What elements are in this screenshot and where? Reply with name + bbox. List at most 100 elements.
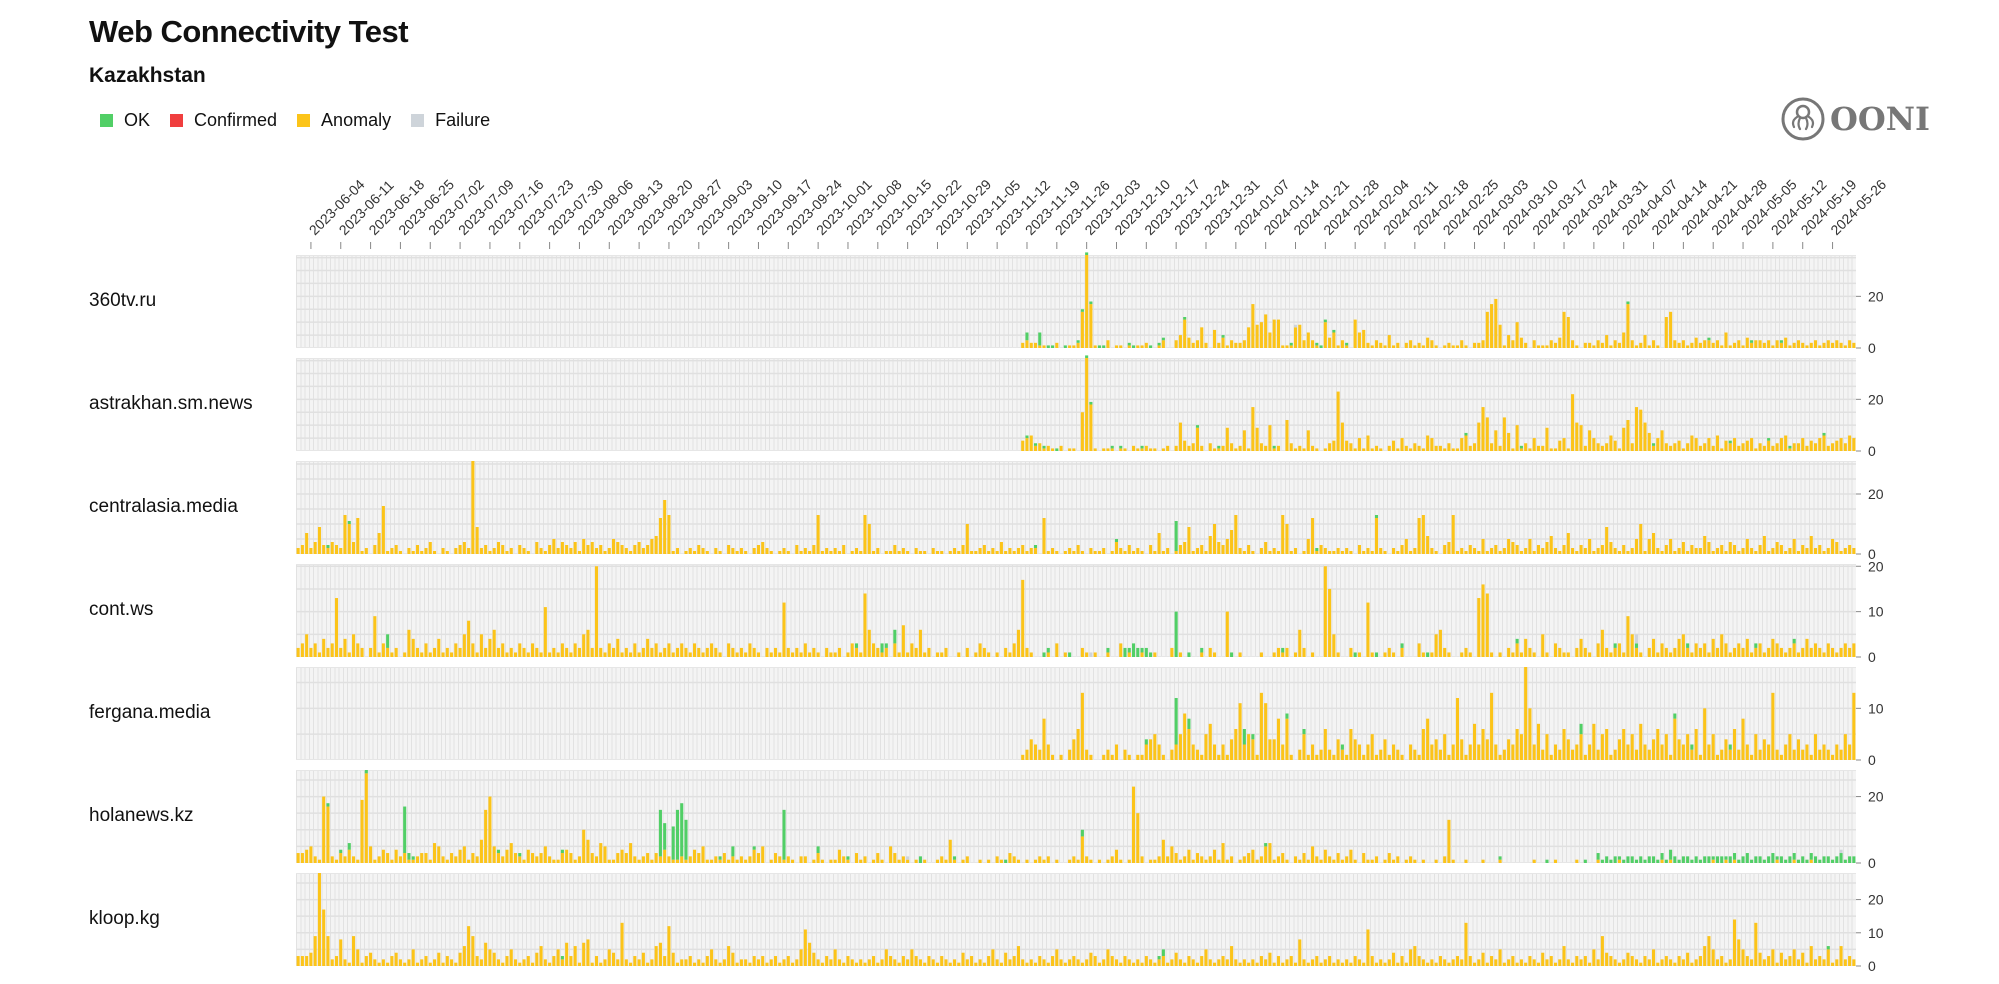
anomaly-bar[interactable]	[1720, 956, 1724, 966]
ok-bar[interactable]	[1767, 438, 1771, 441]
anomaly-bar[interactable]	[727, 643, 731, 657]
anomaly-bar[interactable]	[714, 548, 718, 554]
anomaly-bar[interactable]	[637, 652, 641, 657]
anomaly-bar[interactable]	[1392, 859, 1396, 863]
anomaly-bar[interactable]	[462, 946, 466, 966]
anomaly-bar[interactable]	[1792, 859, 1796, 863]
anomaly-bar[interactable]	[1251, 304, 1255, 348]
anomaly-bar[interactable]	[305, 956, 309, 966]
anomaly-bar[interactable]	[1443, 448, 1447, 451]
anomaly-bar[interactable]	[1387, 647, 1391, 657]
anomaly-bar[interactable]	[484, 647, 488, 657]
anomaly-bar[interactable]	[1490, 443, 1494, 451]
anomaly-bar[interactable]	[1545, 959, 1549, 966]
anomaly-bar[interactable]	[1605, 952, 1609, 966]
anomaly-bar[interactable]	[1592, 345, 1596, 348]
anomaly-bar[interactable]	[1123, 749, 1127, 760]
anomaly-bar[interactable]	[1311, 340, 1315, 348]
anomaly-bar[interactable]	[1132, 551, 1136, 554]
ok-bar[interactable]	[918, 856, 922, 863]
anomaly-bar[interactable]	[1140, 345, 1144, 348]
anomaly-bar[interactable]	[1276, 647, 1280, 657]
anomaly-bar[interactable]	[1652, 533, 1656, 554]
anomaly-bar[interactable]	[1494, 545, 1498, 554]
anomaly-bar[interactable]	[1472, 443, 1477, 451]
anomaly-bar[interactable]	[1345, 754, 1349, 760]
ok-bar[interactable]	[1835, 856, 1839, 863]
ok-bar[interactable]	[1340, 744, 1344, 750]
anomaly-bar[interactable]	[1643, 744, 1647, 761]
anomaly-bar[interactable]	[1080, 836, 1084, 863]
ok-bar[interactable]	[1315, 342, 1319, 346]
anomaly-bar[interactable]	[756, 959, 760, 966]
anomaly-bar[interactable]	[1600, 936, 1604, 966]
anomaly-bar[interactable]	[1161, 551, 1165, 554]
anomaly-bar[interactable]	[1762, 342, 1766, 348]
anomaly-bar[interactable]	[1630, 734, 1634, 760]
anomaly-bar[interactable]	[991, 949, 995, 966]
anomaly-bar[interactable]	[1153, 652, 1157, 657]
anomaly-bar[interactable]	[782, 859, 786, 863]
anomaly-bar[interactable]	[1374, 856, 1379, 863]
anomaly-bar[interactable]	[1617, 859, 1621, 863]
ok-bar[interactable]	[1788, 445, 1792, 449]
anomaly-bar[interactable]	[1507, 539, 1511, 554]
anomaly-bar[interactable]	[420, 959, 424, 966]
anomaly-bar[interactable]	[850, 959, 854, 966]
anomaly-bar[interactable]	[1541, 445, 1545, 451]
anomaly-bar[interactable]	[1707, 542, 1711, 554]
anomaly-bar[interactable]	[654, 946, 658, 966]
anomaly-bar[interactable]	[432, 551, 437, 554]
anomaly-bar[interactable]	[1519, 652, 1523, 657]
anomaly-bar[interactable]	[1080, 692, 1084, 760]
anomaly-bar[interactable]	[1276, 445, 1280, 451]
anomaly-bar[interactable]	[1110, 956, 1114, 966]
domain-label[interactable]: 360tv.ru	[89, 289, 157, 311]
ok-bar[interactable]	[1132, 345, 1136, 348]
anomaly-bar[interactable]	[863, 515, 867, 554]
anomaly-bar[interactable]	[1438, 749, 1442, 760]
anomaly-bar[interactable]	[646, 853, 650, 863]
anomaly-bar[interactable]	[352, 542, 356, 554]
anomaly-bar[interactable]	[1110, 856, 1114, 863]
anomaly-bar[interactable]	[1835, 652, 1839, 657]
ok-bar[interactable]	[1720, 856, 1724, 863]
anomaly-bar[interactable]	[326, 548, 330, 554]
anomaly-bar[interactable]	[931, 548, 935, 554]
anomaly-bar[interactable]	[450, 853, 454, 863]
anomaly-bar[interactable]	[1673, 647, 1677, 657]
anomaly-bar[interactable]	[1204, 342, 1208, 348]
anomaly-bar[interactable]	[1426, 718, 1430, 760]
anomaly-bar[interactable]	[1392, 744, 1396, 761]
anomaly-bar[interactable]	[552, 859, 556, 863]
anomaly-bar[interactable]	[403, 652, 407, 657]
anomaly-bar[interactable]	[1264, 542, 1268, 554]
anomaly-bar[interactable]	[1289, 754, 1293, 760]
anomaly-bar[interactable]	[1281, 853, 1285, 863]
anomaly-bar[interactable]	[1374, 962, 1379, 966]
ok-bar[interactable]	[1426, 652, 1430, 657]
anomaly-bar[interactable]	[1102, 754, 1106, 760]
anomaly-bar[interactable]	[1166, 856, 1170, 863]
ok-bar[interactable]	[1605, 856, 1609, 863]
ok-bar[interactable]	[1374, 652, 1379, 657]
ok-bar[interactable]	[1732, 853, 1737, 860]
anomaly-bar[interactable]	[467, 548, 471, 554]
anomaly-bar[interactable]	[313, 936, 317, 966]
anomaly-bar[interactable]	[339, 939, 343, 966]
ok-bar[interactable]	[1579, 723, 1583, 735]
ok-bar[interactable]	[1750, 859, 1754, 863]
anomaly-bar[interactable]	[1285, 420, 1289, 451]
anomaly-bar[interactable]	[552, 647, 556, 657]
anomaly-bar[interactable]	[1426, 962, 1430, 966]
anomaly-bar[interactable]	[1298, 939, 1302, 966]
anomaly-bar[interactable]	[1174, 744, 1178, 761]
anomaly-bar[interactable]	[1792, 643, 1796, 657]
anomaly-bar[interactable]	[637, 542, 641, 554]
anomaly-bar[interactable]	[692, 551, 697, 554]
anomaly-bar[interactable]	[889, 846, 893, 863]
anomaly-bar[interactable]	[1225, 539, 1229, 554]
anomaly-bar[interactable]	[1822, 744, 1826, 761]
anomaly-bar[interactable]	[795, 647, 799, 657]
anomaly-bar[interactable]	[1306, 430, 1310, 451]
